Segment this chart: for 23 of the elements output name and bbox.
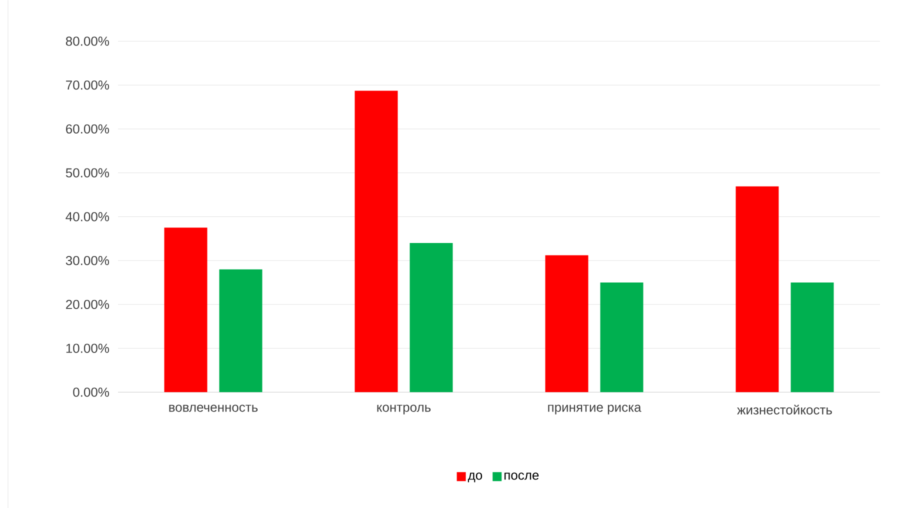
- bar: [790, 282, 834, 392]
- bar: [410, 242, 453, 392]
- bar: [219, 269, 262, 392]
- x-tick-label: жизнестойкость: [737, 404, 832, 414]
- y-tick-label: 20.00%: [66, 300, 110, 309]
- legend-label: до: [468, 472, 482, 482]
- y-tick-label: 50.00%: [66, 168, 110, 178]
- y-tick-label: 40.00%: [66, 212, 110, 222]
- bar: [736, 186, 779, 392]
- bar: [545, 255, 588, 392]
- legend-label: после: [504, 472, 539, 480]
- x-tick-label: принятие риска: [548, 404, 642, 414]
- y-tick-label: 70.00%: [66, 80, 110, 90]
- bar: [164, 227, 208, 392]
- y-tick-label: 0.00%: [73, 387, 110, 397]
- y-tick-label: 30.00%: [66, 256, 110, 265]
- y-tick-label: 80.00%: [66, 36, 110, 46]
- y-tick-label: 60.00%: [66, 124, 110, 134]
- y-tick-label: 10.00%: [66, 344, 110, 353]
- bar: [600, 282, 644, 392]
- x-tick-label: вовлеченность: [169, 404, 258, 412]
- x-tick-label: контроль: [377, 404, 431, 414]
- bar: [354, 90, 398, 392]
